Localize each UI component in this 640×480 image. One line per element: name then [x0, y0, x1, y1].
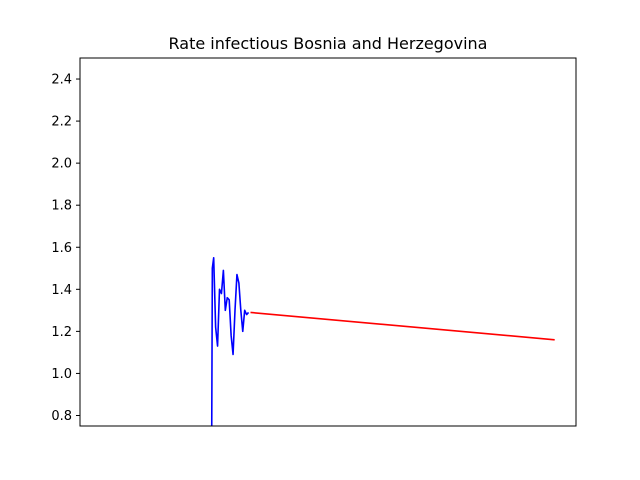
series-line-0: [210, 256, 250, 426]
chart-title: Rate infectious Bosnia and Herzegovina: [169, 34, 488, 53]
y-tick-label: 1.4: [51, 283, 72, 298]
axes-frame: [79, 57, 577, 427]
y-tick-label: 1.8: [51, 199, 72, 214]
y-tick-label: 2.2: [51, 115, 72, 130]
y-tick-label: 0.8: [51, 409, 72, 424]
y-tick-label: 2.4: [51, 73, 72, 88]
series-line-1: [250, 311, 555, 341]
y-tick-label: 2.0: [51, 157, 72, 172]
y-tick-label: 1.2: [51, 325, 72, 340]
y-axis: 0.8 1.0 1.2 1.4 1.6 1.8 2.0 2.2 2.4: [51, 73, 80, 424]
y-tick-label: 1.6: [51, 241, 72, 256]
y-tick-label: 1.0: [51, 367, 72, 382]
plot-area: [210, 256, 555, 426]
